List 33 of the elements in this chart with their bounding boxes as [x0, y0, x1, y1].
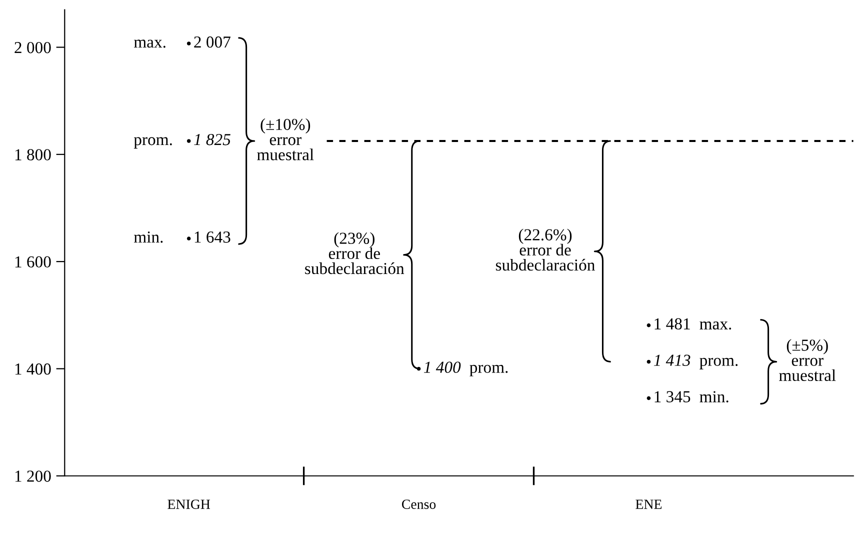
- x-tick-label: Censo: [402, 500, 436, 509]
- series-label: min.: [134, 232, 163, 243]
- data-label: 1 413: [654, 354, 690, 366]
- y-tick-label: 1 400: [15, 363, 51, 375]
- data-label: 1 345: [654, 391, 690, 402]
- point: [646, 360, 651, 364]
- text: prom.: [470, 364, 508, 376]
- point: [646, 396, 651, 400]
- y-tick-label: 1 200: [15, 470, 51, 482]
- data-label: 1 825: [194, 134, 230, 146]
- text: min.: [700, 391, 728, 402]
- annotation: (±10%) error muestral: [257, 118, 314, 160]
- text: prom.: [700, 358, 738, 370]
- point: [416, 366, 421, 371]
- point: [646, 323, 651, 328]
- annotation: (23%) error de subdeclaración: [305, 232, 404, 274]
- data-label: 1 481: [654, 318, 690, 330]
- data-label: 2 007: [194, 36, 230, 48]
- series-label: max.: [134, 40, 166, 48]
- annotation: (22.6%) error de subdeclaración: [496, 228, 595, 271]
- data-label: 1 400: [424, 362, 461, 373]
- y-tick-label: 2 000: [14, 42, 51, 54]
- x-tick-label: ENIGH: [168, 500, 210, 509]
- y-tick-label: 1 800: [15, 149, 51, 160]
- y-tick-label: 1 600: [15, 256, 51, 268]
- point: [186, 236, 191, 240]
- point: [186, 42, 191, 46]
- point: [186, 139, 191, 143]
- data-label: 1 643: [194, 232, 230, 243]
- annotation: (±5%) error muestral: [779, 339, 836, 382]
- text: max.: [700, 321, 732, 330]
- x-tick-label: ENE: [636, 500, 662, 509]
- series-label: prom.: [134, 137, 172, 149]
